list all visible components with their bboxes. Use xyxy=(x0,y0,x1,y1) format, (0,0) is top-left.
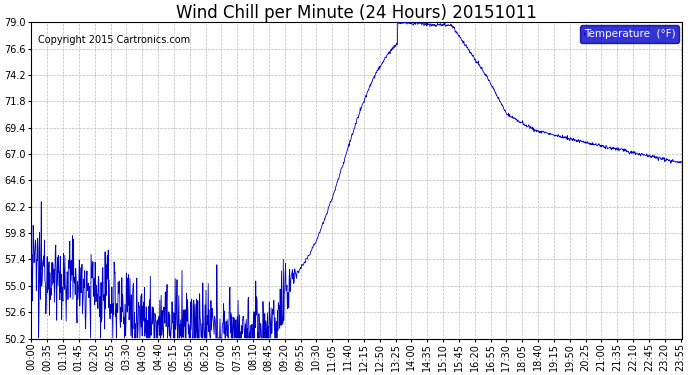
Title: Wind Chill per Minute (24 Hours) 20151011: Wind Chill per Minute (24 Hours) 2015101… xyxy=(177,4,538,22)
Text: Copyright 2015 Cartronics.com: Copyright 2015 Cartronics.com xyxy=(38,35,190,45)
Legend: Temperature  (°F): Temperature (°F) xyxy=(580,26,679,43)
